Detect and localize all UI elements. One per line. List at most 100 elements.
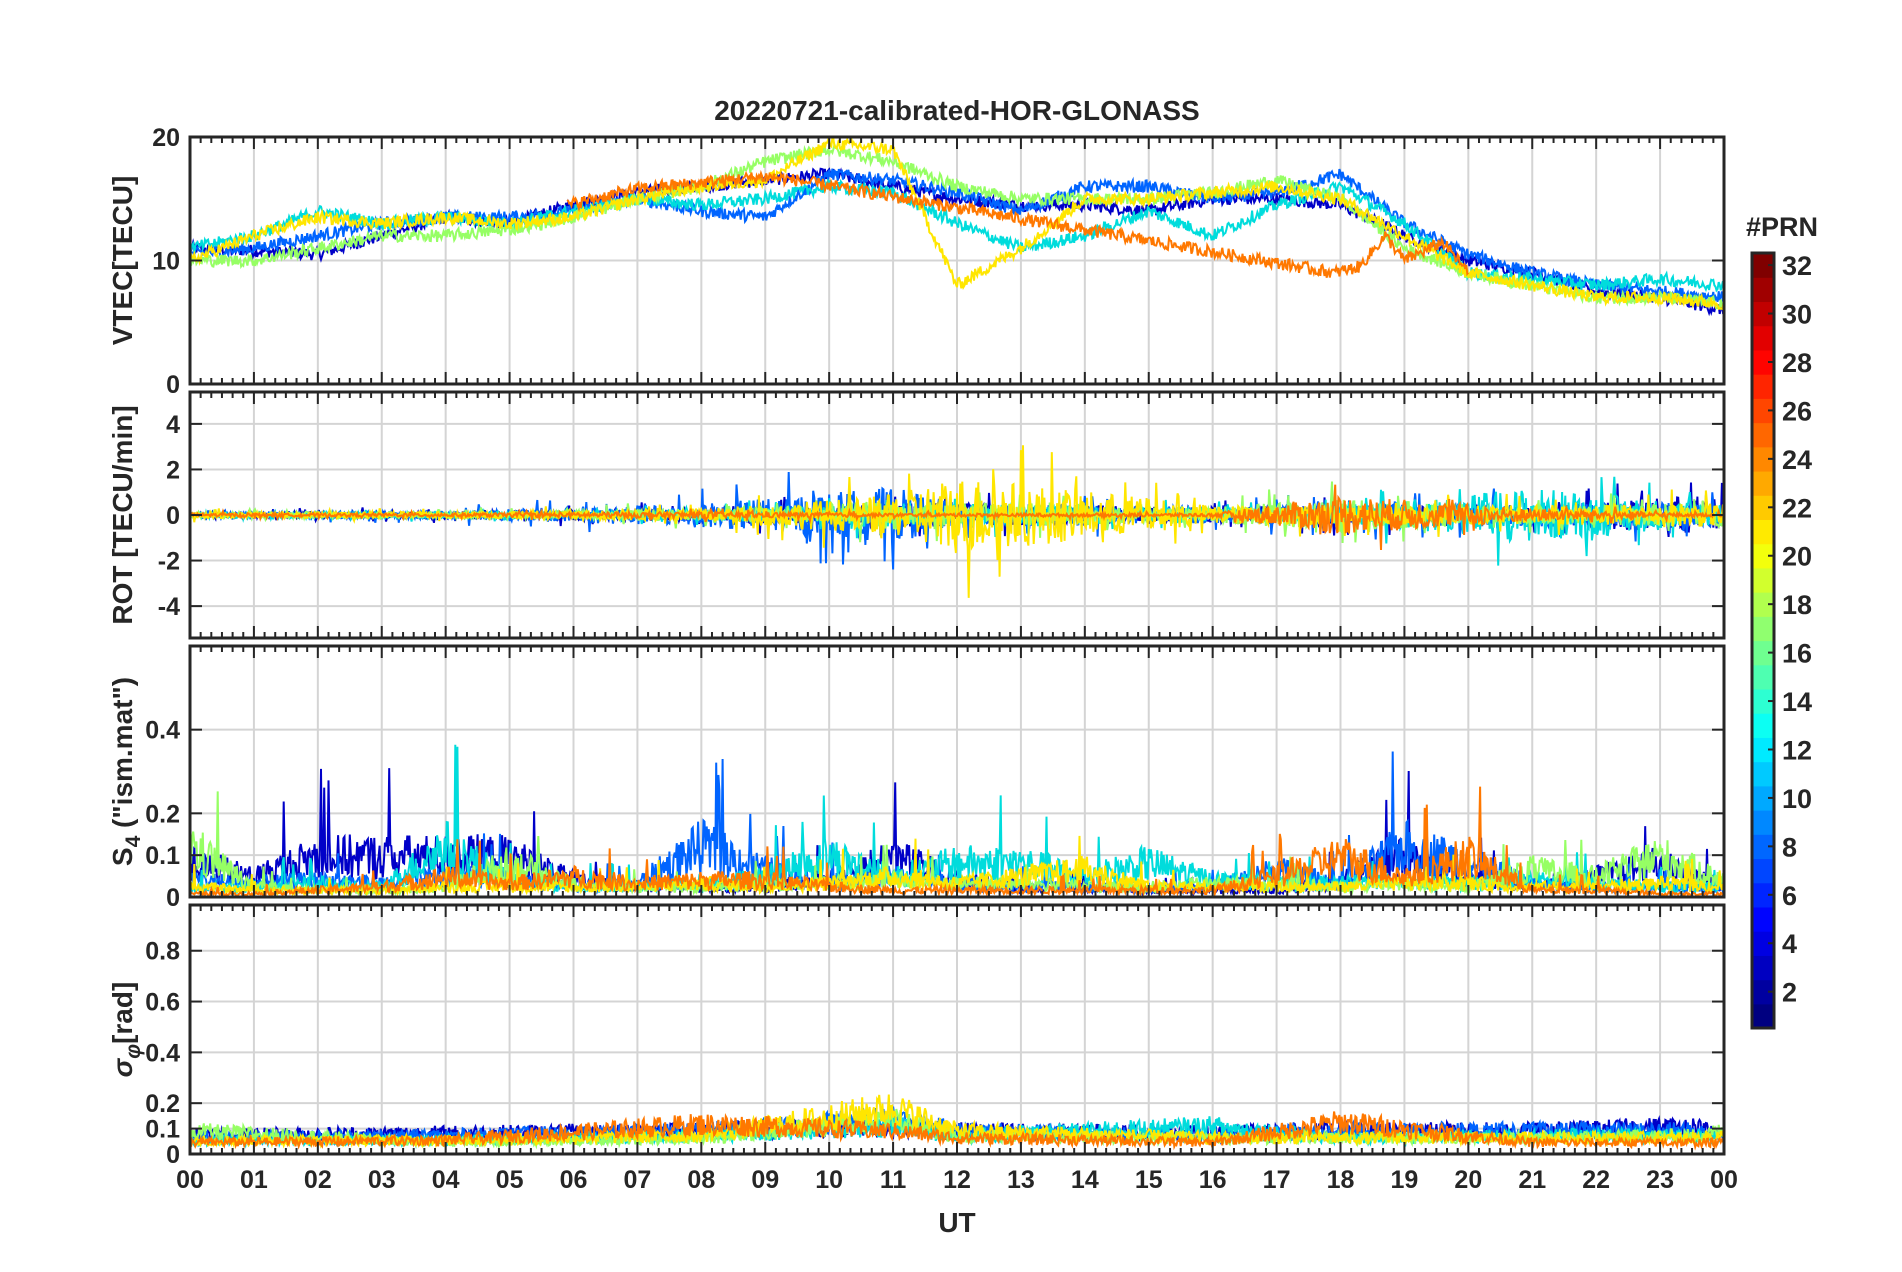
colorbar-tick-label: 24: [1782, 445, 1812, 475]
colorbar-tick-label: 18: [1782, 590, 1812, 620]
y-tick-label: 0.4: [145, 717, 180, 745]
colorbar-tick-label: 2: [1782, 978, 1797, 1008]
panel-s4-ylabel: S4 ("ism.mat"): [107, 677, 145, 866]
y-tick-label: 0.6: [145, 989, 180, 1017]
y-tick-label: 0.2: [145, 1090, 180, 1118]
x-tick-label: 15: [1135, 1166, 1163, 1194]
colorbar-tick-label: 32: [1782, 251, 1812, 281]
ylabel-main: S: [107, 847, 138, 866]
colorbar-tick-label: 14: [1782, 687, 1812, 717]
x-tick-label: 18: [1327, 1166, 1355, 1194]
colorbar-segment: [1752, 810, 1774, 835]
panel-sigma-ylabel: σφ[rad]: [107, 982, 145, 1078]
y-tick-label: 0.2: [145, 800, 180, 828]
colorbar-segment: [1752, 931, 1774, 956]
colorbar-segment: [1752, 858, 1774, 884]
colorbar-segment: [1752, 398, 1774, 424]
x-tick-label: 21: [1518, 1166, 1546, 1194]
x-tick-label: 19: [1391, 1166, 1419, 1194]
ylabel-subscript: φ: [122, 1044, 145, 1059]
colorbar-tick-label: 4: [1782, 929, 1797, 959]
colorbar-segment: [1752, 882, 1774, 908]
colorbar-segment: [1752, 834, 1774, 860]
colorbar-segment: [1752, 955, 1774, 981]
x-tick-label: 13: [1007, 1166, 1035, 1194]
colorbar-segment: [1752, 616, 1774, 642]
x-tick-label: 04: [432, 1166, 460, 1194]
ylabel-rest: [rad]: [107, 982, 138, 1044]
y-tick-label: -2: [158, 548, 180, 576]
series-prn-23-trace: [190, 1111, 1724, 1151]
y-tick-label: 0: [166, 371, 180, 399]
colorbar-tick-label: 28: [1782, 348, 1812, 378]
panel-rot-ylabel: ROT [TECU/min]: [107, 405, 138, 624]
x-tick-label: 01: [240, 1166, 268, 1194]
panel-s4: 00.10.20.4S4 ("ism.mat"): [107, 644, 1726, 912]
colorbar-segment: [1752, 349, 1774, 375]
colorbar-segment: [1752, 906, 1774, 932]
ylabel-main: σ: [107, 1057, 138, 1077]
series-prn-23-trace: [190, 484, 1724, 551]
colorbar-segment: [1752, 592, 1774, 617]
ylabel-subscript: 4: [122, 835, 145, 847]
x-tick-label: 22: [1582, 1166, 1610, 1194]
colorbar-tick-label: 16: [1782, 639, 1812, 669]
colorbar-label: #PRN: [1746, 212, 1818, 242]
y-tick-label: 2: [166, 456, 180, 484]
colorbar-tick-label: 30: [1782, 300, 1812, 330]
y-tick-label: 0: [166, 1141, 180, 1169]
x-tick-label: 00: [1710, 1166, 1738, 1194]
series-prn-8-trace: [190, 168, 1724, 303]
colorbar-segment: [1752, 446, 1774, 472]
x-tick-label: 17: [1263, 1166, 1291, 1194]
y-tick-label: -4: [158, 593, 180, 621]
colorbar-segment: [1752, 1003, 1774, 1029]
x-axis-label: UT: [938, 1207, 975, 1238]
x-tick-label: 14: [1071, 1166, 1099, 1194]
x-tick-label: 05: [496, 1166, 524, 1194]
colorbar-segment: [1752, 470, 1774, 496]
panel-rot: -4 -2 0 2 4 ROT [TECU/min]: [107, 390, 1726, 640]
series-prn-23-trace: [566, 169, 1470, 278]
colorbar-tick-label: 20: [1782, 542, 1812, 572]
colorbar-segment: [1752, 519, 1774, 545]
colorbar-segment: [1752, 253, 1774, 278]
y-tick-label: 0.1: [145, 842, 180, 870]
colorbar-tick-label: 10: [1782, 784, 1812, 814]
colorbar-tick-label: 12: [1782, 735, 1812, 765]
y-tick-label: 0.4: [145, 1039, 180, 1067]
panel-vtec-ylabel: VTEC[TECU]: [107, 176, 138, 346]
ylabel-rest: ("ism.mat"): [107, 677, 138, 836]
y-tick-label: 10: [152, 248, 180, 276]
x-tick-label: 00: [176, 1166, 204, 1194]
x-tick-label: 08: [687, 1166, 715, 1194]
colorbar-segment: [1752, 785, 1774, 811]
colorbar-segment: [1752, 761, 1774, 787]
panel-sigma: 00.10.20.40.60.8σφ[rad]: [107, 903, 1726, 1169]
colorbar-tick-label: 26: [1782, 396, 1812, 426]
colorbar-segment: [1752, 979, 1774, 1005]
x-tick-label: 06: [560, 1166, 588, 1194]
x-tick-label: 03: [368, 1166, 396, 1194]
colorbar-segment: [1752, 567, 1774, 593]
colorbar-tick-label: 8: [1782, 832, 1797, 862]
panel-vtec-series: [190, 137, 1724, 317]
x-tick-label: 07: [624, 1166, 652, 1194]
colorbar-segment: [1752, 325, 1774, 351]
colorbar-segment: [1752, 640, 1774, 666]
colorbar-segment: [1752, 495, 1774, 521]
x-tick-labels: 00 01 02 03 04 05 06 07 08 09 10 11 12 13 14 15 16 17 18 19…: [176, 1166, 1738, 1194]
colorbar-frame: [1750, 251, 1776, 1030]
x-tick-label: 12: [943, 1166, 971, 1194]
x-tick-label: 20: [1454, 1166, 1482, 1194]
colorbar-segment: [1752, 688, 1774, 714]
colorbar-segment: [1752, 301, 1774, 327]
colorbar-tick-label: 6: [1782, 881, 1797, 911]
colorbar-tick-label: 22: [1782, 493, 1812, 523]
colorbar-segment: [1752, 664, 1774, 690]
panel-vtec: 0 10 20 VTEC[TECU]: [107, 124, 1726, 399]
panel-rot-series: [190, 445, 1724, 598]
y-tick-label: 0.1: [145, 1116, 180, 1144]
